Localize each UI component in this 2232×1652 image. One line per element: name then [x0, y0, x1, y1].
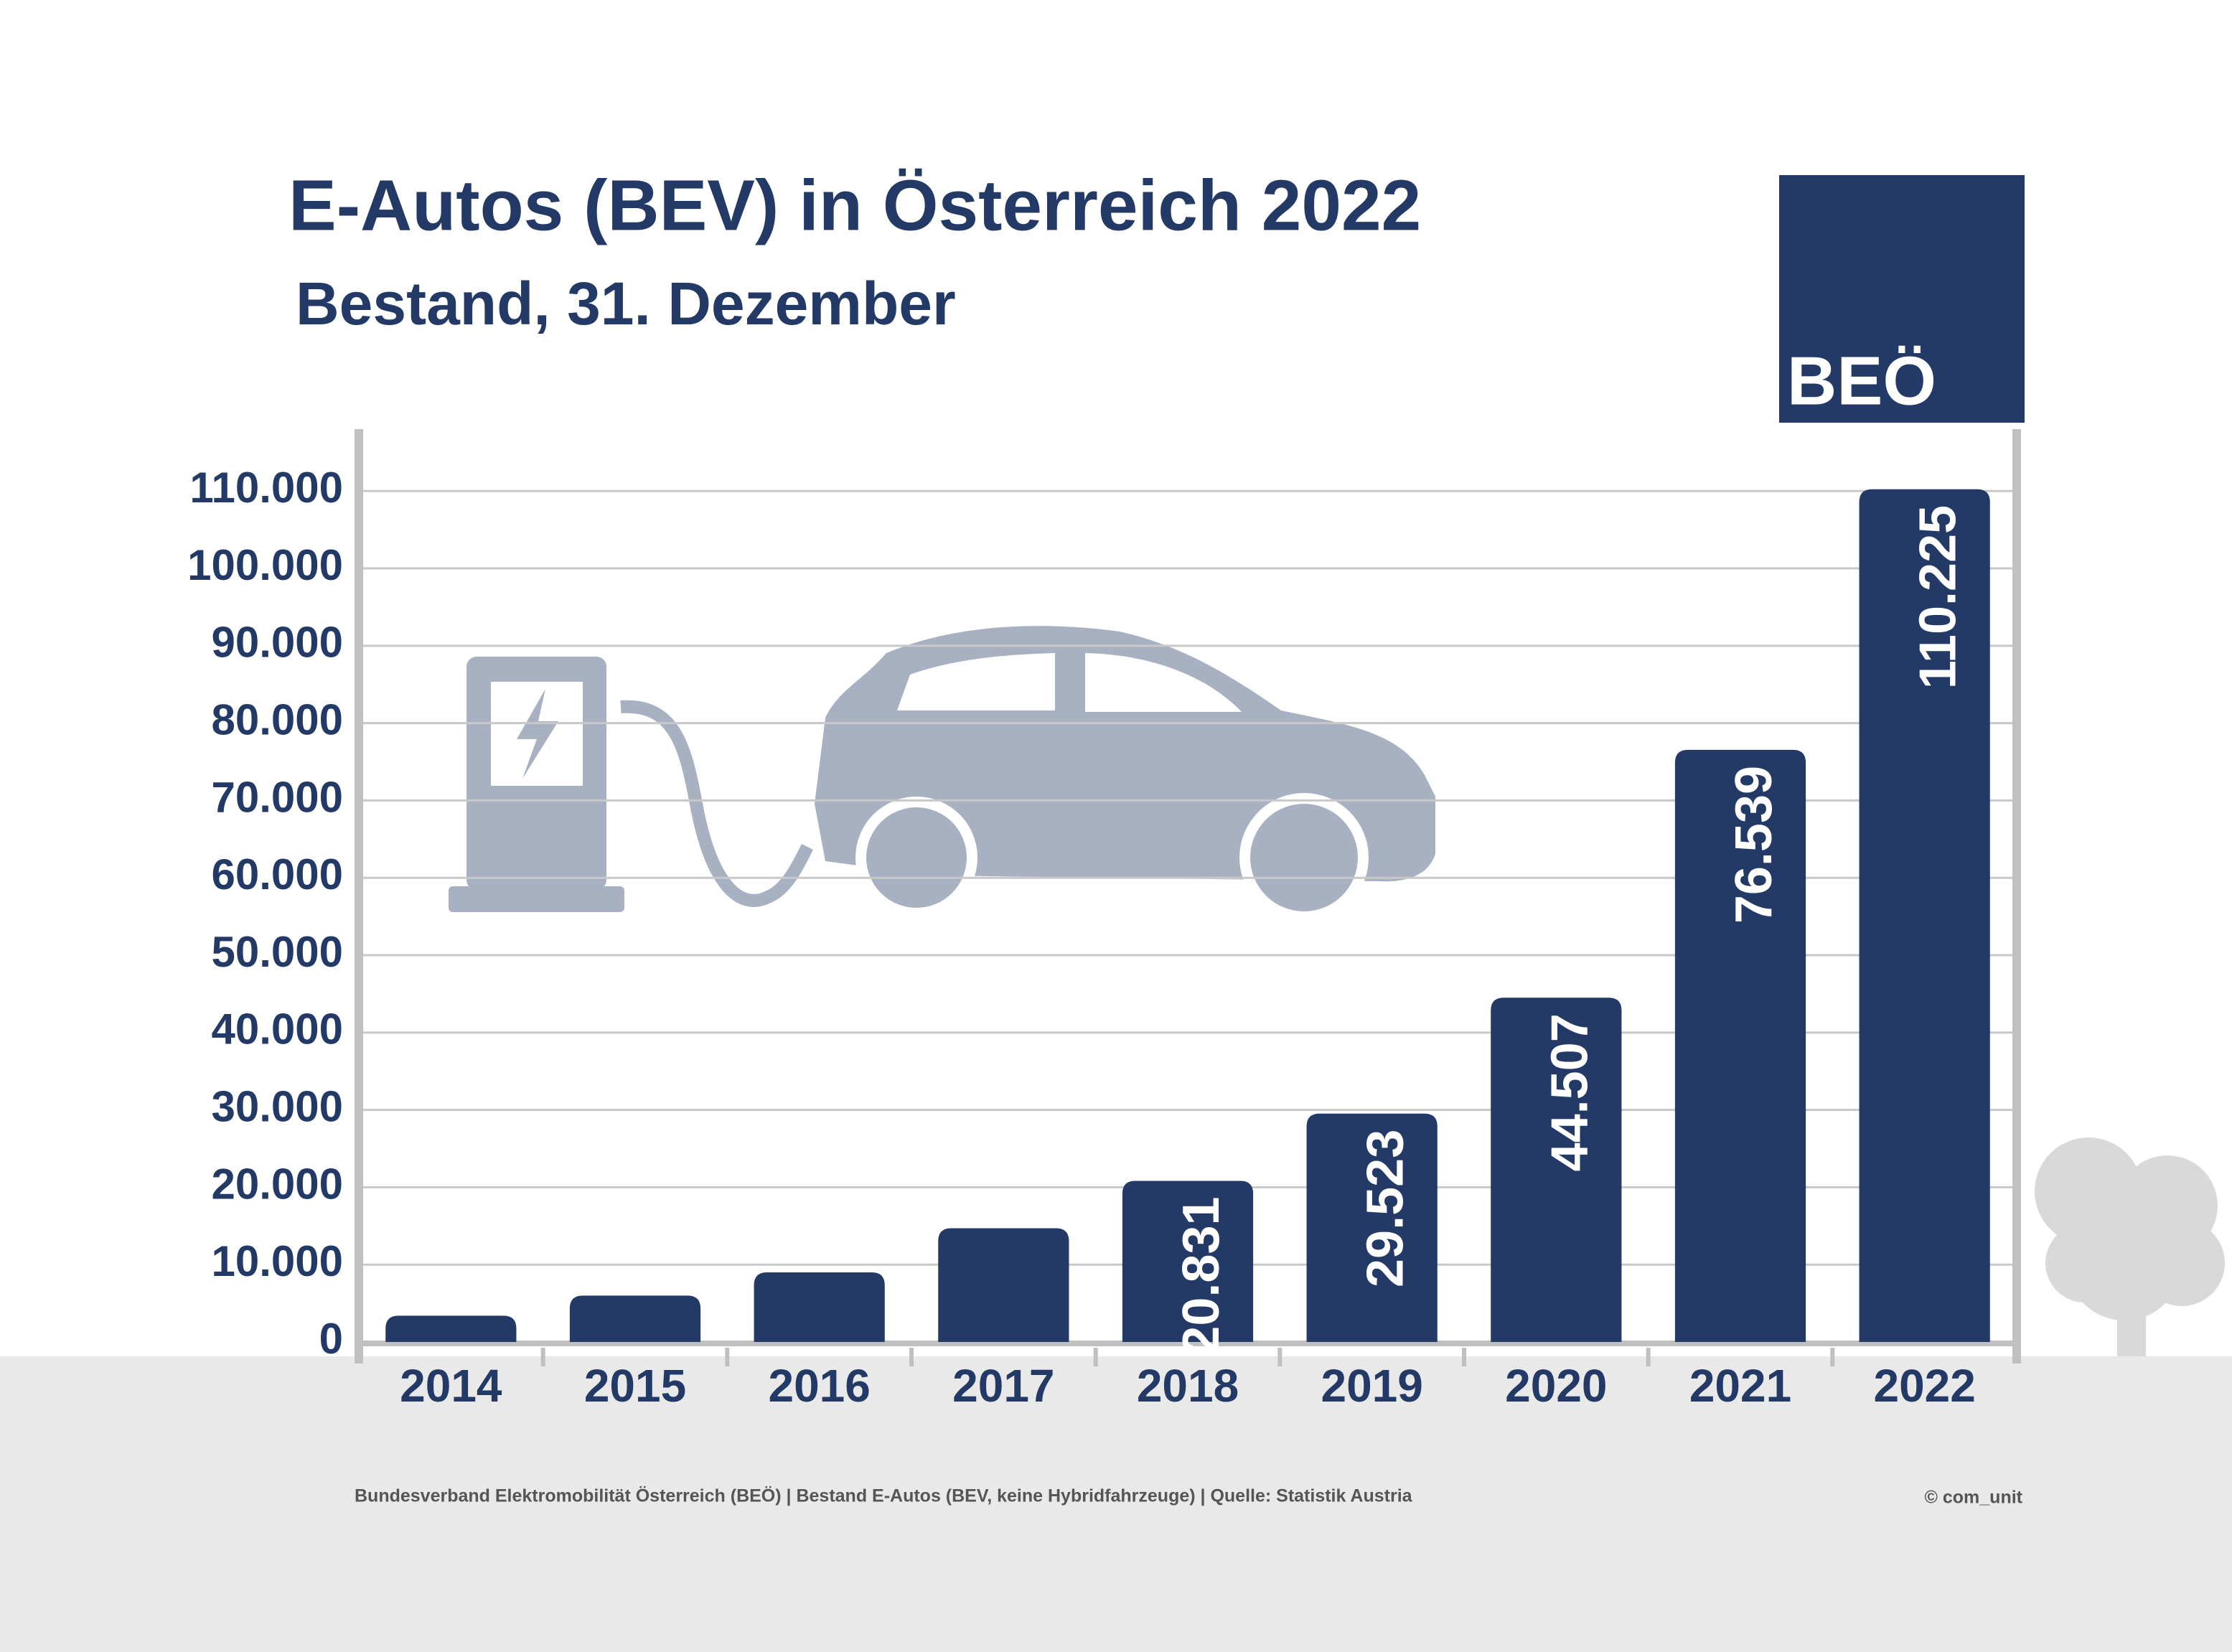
- y-tick-label: 110.000: [189, 464, 343, 512]
- x-tick-label: 2022: [1873, 1360, 1975, 1412]
- credit: © com_unit: [1925, 1488, 2023, 1508]
- charging-icon: [449, 626, 1435, 922]
- tree-icon: [2035, 1137, 2225, 1356]
- y-tick-label: 40.000: [211, 1005, 343, 1053]
- value-label: 110.225: [1910, 505, 1967, 689]
- chart-subtitle: Bestand, 31. Dezember: [296, 270, 956, 337]
- x-tick-label: 2019: [1321, 1360, 1422, 1412]
- y-tick-label: 10.000: [211, 1237, 343, 1285]
- bar: [1859, 489, 1990, 1342]
- x-tick-label: 2018: [1137, 1360, 1239, 1412]
- x-tick-label: 2020: [1505, 1360, 1607, 1412]
- y-tick-label: 70.000: [211, 773, 343, 821]
- x-tick-label: 2021: [1689, 1360, 1791, 1412]
- bar: [385, 1315, 517, 1342]
- logo-text: BEÖ: [1787, 342, 1936, 419]
- bar: [569, 1295, 701, 1342]
- footnote: Bundesverband Elektromobilität Österreic…: [355, 1486, 1413, 1506]
- y-tick-label: 50.000: [211, 928, 343, 976]
- value-label: 44.507: [1541, 1013, 1598, 1171]
- ground: [0, 1356, 2232, 1652]
- bar: [1122, 1181, 1254, 1342]
- y-tick-label: 60.000: [211, 850, 343, 898]
- y-tick-label: 100.000: [187, 541, 343, 589]
- x-tick-label: 2014: [400, 1360, 502, 1412]
- y-tick-label: 0: [319, 1315, 343, 1363]
- logo-box: [1779, 175, 2025, 423]
- y-tick-label: 90.000: [211, 619, 343, 667]
- y-tick-label: 20.000: [211, 1160, 343, 1208]
- bar: [1306, 1113, 1438, 1342]
- bar: [1674, 749, 1806, 1342]
- bar: [938, 1228, 1069, 1342]
- y-tick-label: 80.000: [211, 695, 343, 743]
- x-tick-label: 2015: [584, 1360, 686, 1412]
- x-tick-label: 2016: [768, 1360, 870, 1412]
- chart-title: E-Autos (BEV) in Österreich 2022: [289, 165, 1421, 245]
- value-label: 76.539: [1725, 766, 1783, 924]
- plot-area: 0 10.000 20.000 30.000 40.000 50.000 60.000 70.…: [187, 429, 2021, 1412]
- bar: [1491, 998, 1622, 1342]
- value-label: 29.523: [1357, 1130, 1415, 1287]
- bar: [754, 1272, 885, 1342]
- x-tick-label: 2017: [952, 1360, 1054, 1412]
- value-label: 20.831: [1173, 1196, 1230, 1354]
- y-tick-label: 30.000: [211, 1082, 343, 1130]
